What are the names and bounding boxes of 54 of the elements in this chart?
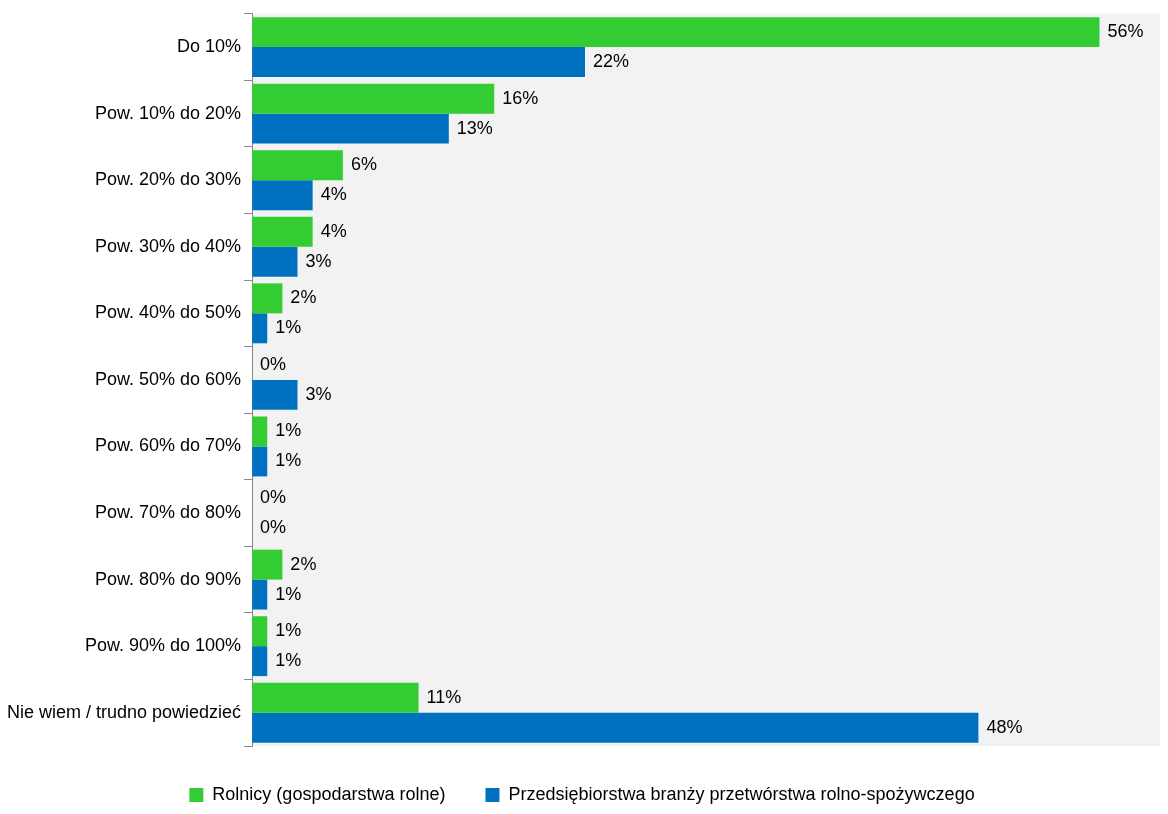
bar: [252, 646, 268, 677]
bar: [252, 83, 495, 114]
data-label: 56%: [1107, 21, 1144, 42]
data-label: 4%: [320, 220, 347, 241]
bar: [252, 712, 979, 743]
y-tick-label: Pow. 70% do 80%: [95, 502, 242, 522]
bar: [252, 17, 1100, 48]
data-label: 48%: [986, 716, 1023, 737]
y-tick-label: Pow. 60% do 70%: [95, 435, 242, 456]
data-label: 13%: [456, 117, 493, 138]
bar: [252, 216, 313, 247]
y-tick-label: Pow. 30% do 40%: [95, 235, 242, 256]
y-tick-label: Pow. 50% do 60%: [95, 368, 242, 389]
bar: [252, 246, 298, 277]
y-tick-label: Nie wiem / trudno powiedzieć: [7, 701, 242, 722]
data-label: 0%: [260, 487, 287, 508]
bar: [252, 379, 298, 410]
y-tick-label: Pow. 90% do 100%: [84, 635, 242, 656]
data-label: 2%: [290, 553, 317, 574]
data-label: 6%: [350, 154, 377, 175]
y-tick-label: Do 10%: [177, 36, 242, 57]
data-label: 3%: [305, 250, 332, 271]
legend-label: Rolnicy (gospodarstwa rolne): [212, 783, 446, 804]
y-tick-label: Pow. 80% do 90%: [95, 568, 242, 589]
y-tick-label: Pow. 20% do 30%: [95, 169, 242, 190]
data-label: 22%: [593, 51, 630, 72]
data-label: 0%: [260, 516, 287, 537]
data-label: 1%: [275, 620, 302, 641]
bar: [252, 113, 449, 144]
data-label: 16%: [502, 87, 539, 108]
data-label: 1%: [275, 583, 302, 604]
y-tick-label: Pow. 10% do 20%: [95, 102, 242, 123]
data-label: 1%: [275, 450, 302, 471]
bar: [252, 150, 343, 181]
legend-label: Przedsiębiorstwa branży przetwórstwa rolno-spożywczego: [508, 783, 975, 804]
bar: [252, 616, 268, 647]
bar: [252, 446, 268, 477]
bar: [252, 549, 283, 580]
bar: [252, 682, 419, 713]
bar: [252, 180, 313, 211]
bar: [252, 283, 283, 314]
data-label: 2%: [290, 287, 317, 308]
data-label: 1%: [275, 420, 302, 441]
data-label: 3%: [305, 383, 332, 404]
data-label: 0%: [260, 353, 287, 374]
data-label: 1%: [275, 650, 302, 671]
bar: [252, 313, 268, 344]
bar: [252, 416, 268, 447]
data-label: 1%: [275, 317, 302, 338]
data-label: 11%: [426, 686, 462, 707]
bar: [252, 579, 268, 610]
bar: [252, 47, 585, 78]
y-tick-label: Pow. 40% do 50%: [95, 302, 242, 323]
data-label: 4%: [320, 184, 347, 205]
